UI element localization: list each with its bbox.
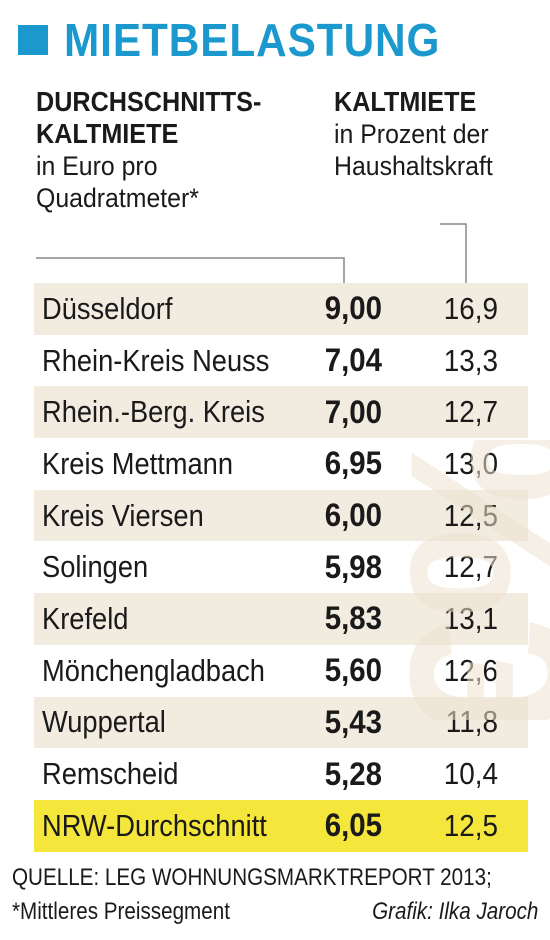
table-row: Düsseldorf 9,00 16,9 (34, 283, 528, 335)
row-rent-value: 5,28 (324, 755, 382, 792)
row-name: Düsseldorf (42, 290, 173, 326)
row-percent-value: 12,7 (443, 549, 498, 585)
header-right-bold-1: KALTMIETE (334, 86, 477, 117)
row-name: Mönchengladbach (42, 652, 265, 688)
leader-line-pct (440, 223, 467, 290)
row-rent-value: 9,00 (324, 290, 382, 327)
row-percent-value: 16,9 (443, 290, 498, 326)
header-right-line-2: in Prozent der (334, 119, 489, 149)
row-name: Remscheid (42, 756, 179, 792)
row-name: Rhein.-Berg. Kreis (42, 394, 265, 430)
footnote: *Mittleres Preissegment (12, 898, 230, 925)
row-percent-value: 12,5 (443, 807, 498, 843)
row-rent-value: 6,95 (324, 445, 382, 482)
header-left: DURCHSCHNITTS- KALTMIETE in Euro pro Qua… (36, 86, 326, 214)
row-name: Kreis Mettmann (42, 445, 234, 481)
row-rent-value: 5,98 (324, 548, 382, 585)
chart-title: MIETBELASTUNG (64, 14, 441, 66)
graphic-credit: Grafik: Ilka Jaroch (371, 898, 538, 925)
source-note: QUELLE: LEG WOHNUNGSMARKTREPORT 2013; (12, 864, 492, 891)
title-block: MIETBELASTUNG (18, 10, 473, 70)
row-name: Rhein-Kreis Neuss (42, 342, 270, 378)
table-row: Mönchengladbach 5,60 12,6 (34, 645, 528, 697)
table-row: Remscheid 5,28 10,4 (34, 748, 528, 800)
row-percent-value: 12,6 (443, 652, 498, 688)
header-right-line-3: Haushaltskraft (334, 151, 493, 181)
row-rent-value: 6,00 (324, 497, 382, 534)
header-left-bold-2: KALTMIETE (36, 118, 179, 149)
table-row: Kreis Mettmann 6,95 13,0 (34, 438, 528, 490)
row-rent-value: 5,60 (324, 652, 382, 689)
row-percent-value: 13,1 (443, 600, 498, 636)
header-left-line-4: Quadratmeter* (36, 183, 199, 213)
row-name: Kreis Viersen (42, 497, 204, 533)
leader-line-rent (36, 257, 345, 290)
table-row: Rhein.-Berg. Kreis 7,00 12,7 (34, 386, 528, 439)
row-percent-value: 11,8 (445, 704, 498, 740)
table-row: Rhein-Kreis Neuss 7,04 13,3 (34, 335, 528, 387)
row-name: NRW-Durchschnitt (42, 807, 267, 843)
row-rent-value: 6,05 (324, 807, 382, 844)
table-row: Solingen 5,98 12,7 (34, 541, 528, 593)
title-square-icon (18, 25, 48, 55)
row-name: Krefeld (42, 600, 129, 636)
row-name: Wuppertal (42, 704, 166, 740)
header-right: KALTMIETE in Prozent der Haushaltskraft (334, 86, 546, 182)
row-rent-value: 7,00 (324, 393, 382, 430)
row-rent-value: 5,83 (324, 600, 382, 637)
header-left-line-3: in Euro pro (36, 151, 158, 181)
row-percent-value: 10,4 (443, 756, 498, 792)
table-row: Kreis Viersen 6,00 12,5 (34, 489, 528, 542)
data-table: Düsseldorf 9,00 16,9 Rhein-Kreis Neuss 7,04 1… (34, 283, 528, 852)
row-percent-value: 12,7 (443, 394, 498, 430)
row-rent-value: 7,04 (324, 342, 382, 379)
row-percent-value: 13,0 (443, 445, 498, 481)
row-percent-value: 13,3 (443, 342, 498, 378)
table-row: Wuppertal 5,43 11,8 (34, 696, 528, 749)
table-row: Krefeld 5,83 13,1 (34, 593, 528, 645)
row-rent-value: 5,43 (324, 703, 382, 740)
row-name: Solingen (42, 549, 149, 585)
table-row-average: NRW-Durchschnitt 6,05 12,5 (34, 799, 528, 852)
header-leader-lines (36, 223, 467, 290)
header-left-bold-1: DURCHSCHNITTS- (36, 86, 262, 117)
row-percent-value: 12,5 (443, 497, 498, 533)
